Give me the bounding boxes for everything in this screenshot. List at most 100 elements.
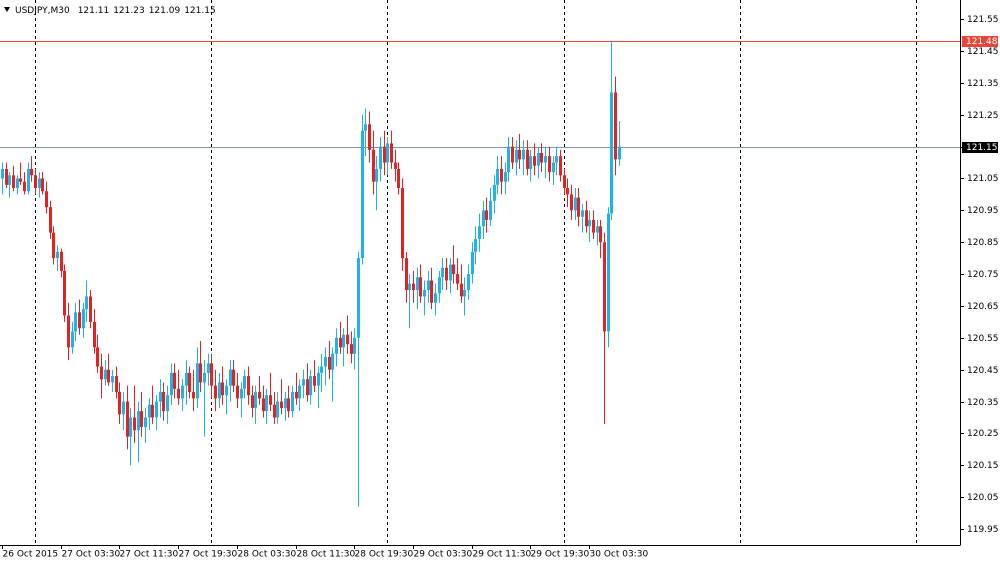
y-tick-label: 120.35 <box>967 398 999 408</box>
candle-body <box>247 376 250 396</box>
candle-body <box>302 379 305 386</box>
candle-body <box>262 398 265 412</box>
candle-body <box>104 369 107 380</box>
candle-body <box>537 152 540 166</box>
candle-body <box>295 392 298 399</box>
candle-body <box>276 401 279 418</box>
candle-body <box>559 156 562 176</box>
candle-body <box>485 210 488 220</box>
candle-body <box>5 168 8 185</box>
y-tick-label: 121.25 <box>967 111 999 121</box>
x-tick-label: 27 Oct 03:30 <box>62 550 121 560</box>
candle-body <box>357 258 360 338</box>
candle-body <box>328 356 331 370</box>
candle-body <box>607 213 610 332</box>
candle-body <box>596 226 599 233</box>
candle-body <box>291 392 294 412</box>
candle-body <box>339 337 342 348</box>
candle-body <box>8 175 11 185</box>
candle-body <box>306 379 309 396</box>
candle-body <box>394 162 397 169</box>
candle-body <box>563 175 566 189</box>
candle-body <box>441 267 444 278</box>
y-tick-label: 121.35 <box>967 79 999 89</box>
candle-body <box>240 388 243 399</box>
period-separators <box>35 0 917 545</box>
x-tick-label: 28 Oct 11:30 <box>297 550 356 560</box>
candle-body <box>555 156 558 163</box>
candle-body <box>335 337 338 354</box>
candle-body <box>52 232 55 259</box>
candle-body <box>449 264 452 281</box>
candle-body <box>529 156 532 169</box>
y-tick-label: 120.25 <box>967 429 999 439</box>
candle-body <box>27 168 30 192</box>
candle-body <box>129 417 132 437</box>
candle-body <box>320 366 323 373</box>
candle-body <box>544 156 547 163</box>
symbol: USDJPY,M30 <box>15 6 70 16</box>
y-tick-label: 121.45 <box>967 47 999 57</box>
candle-body <box>100 366 103 380</box>
candle-body <box>317 372 320 386</box>
candle-body <box>38 178 41 189</box>
y-tick-label: 120.95 <box>967 206 999 216</box>
candle-body <box>419 277 422 297</box>
candle-body <box>364 124 367 131</box>
chart-header: USDJPY,M30 121.11 121.23 121.09 121.15 <box>15 6 216 16</box>
candle-body <box>23 181 26 192</box>
candle-body <box>115 376 118 393</box>
candle-body <box>610 92 613 214</box>
candle-body <box>574 197 577 211</box>
candle-body <box>265 395 268 412</box>
candle-body <box>229 369 232 386</box>
candle-body <box>375 168 378 182</box>
candle-body <box>592 219 595 233</box>
candle-body <box>570 194 573 211</box>
candle-body <box>618 146 621 160</box>
candle-body <box>540 152 543 163</box>
candle-body <box>401 188 404 259</box>
candle-body <box>526 149 529 169</box>
x-tick-label: 29 Oct 11:30 <box>473 550 532 560</box>
candle-body <box>177 388 180 399</box>
candle-body <box>405 258 408 291</box>
candle-body <box>386 143 389 163</box>
candle-body <box>30 168 33 176</box>
candle-body <box>45 191 48 208</box>
candle-body <box>12 175 15 189</box>
candle-body <box>496 168 499 185</box>
candle-body <box>614 92 617 160</box>
candle-body <box>210 363 213 386</box>
candle-body <box>478 226 481 240</box>
candle-body <box>489 200 492 220</box>
candle-body <box>232 369 235 386</box>
candle-body <box>353 337 356 354</box>
candle-body <box>96 347 99 367</box>
candle-body <box>581 210 584 217</box>
collapse-icon[interactable] <box>4 7 10 12</box>
candle-body <box>192 392 195 399</box>
candle-body <box>515 149 518 163</box>
candle-body <box>504 172 507 182</box>
price-label: 121.15 <box>966 143 998 153</box>
price-label: 121.48 <box>966 37 998 47</box>
y-tick-label: 120.45 <box>967 366 999 376</box>
bar-close: 121.15 <box>184 6 216 16</box>
candle-body <box>313 376 316 386</box>
candle-body <box>518 149 521 160</box>
candle-body <box>133 417 136 431</box>
candle-body <box>199 363 202 383</box>
y-tick-label: 121.55 <box>967 15 999 25</box>
candle-body <box>243 376 246 389</box>
candle-body <box>603 242 606 332</box>
y-tick-label: 119.95 <box>967 525 999 535</box>
candle-body <box>599 226 602 243</box>
candle-body <box>588 219 591 227</box>
candle-body <box>236 385 239 399</box>
candle-body <box>74 312 77 332</box>
y-tick-label: 120.55 <box>967 334 999 344</box>
candle-body <box>372 149 375 182</box>
y-tick-label: 120.15 <box>967 461 999 471</box>
candle-body <box>93 321 96 348</box>
